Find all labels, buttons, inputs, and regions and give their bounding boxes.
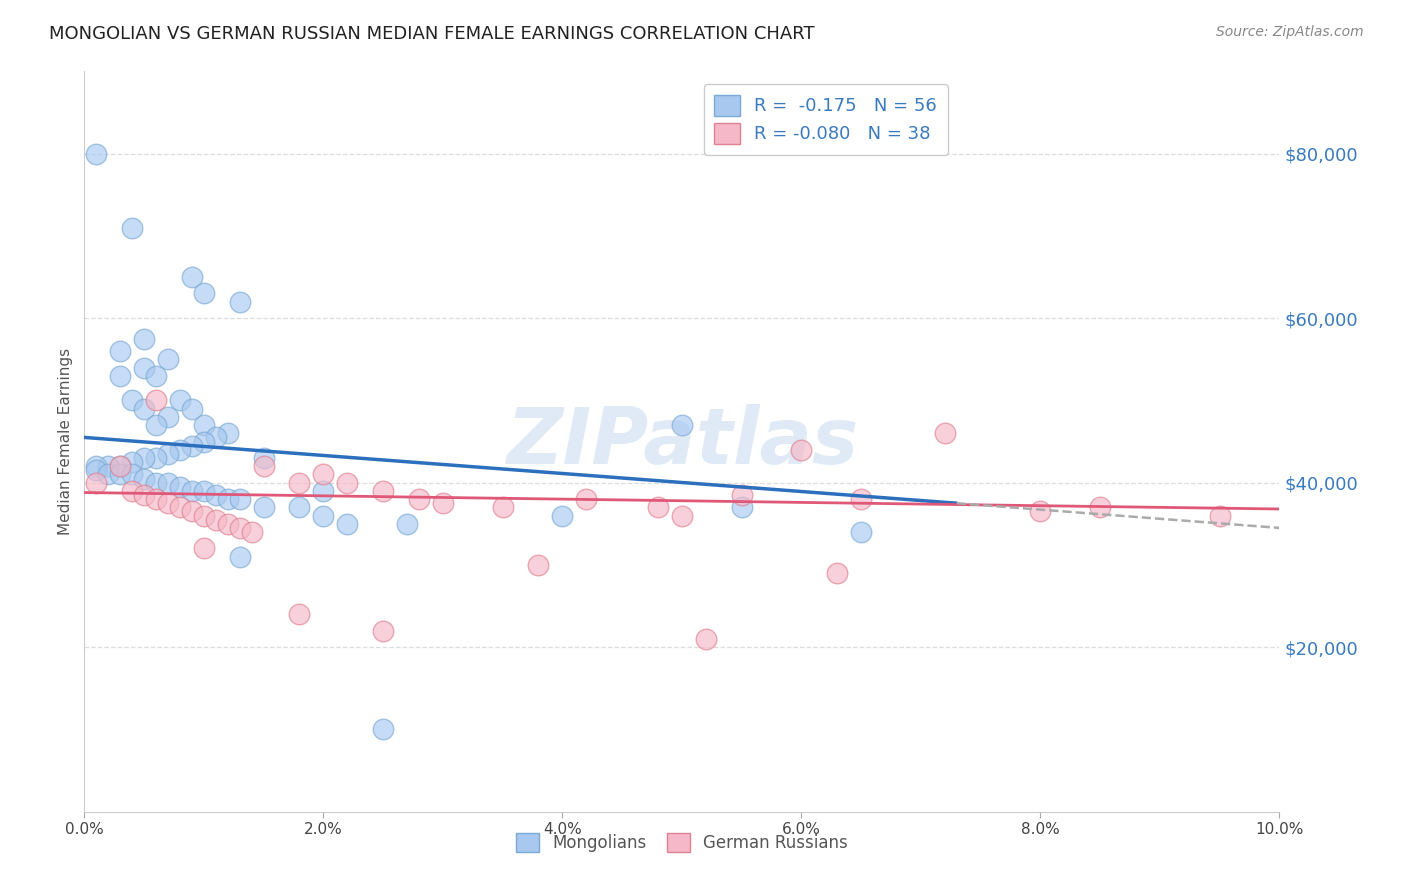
Point <box>110 344 132 359</box>
Point <box>157 475 180 490</box>
Point <box>145 492 167 507</box>
Point <box>205 430 228 444</box>
Point <box>217 426 239 441</box>
Point <box>157 409 180 424</box>
Point <box>312 508 335 523</box>
Point <box>110 467 132 482</box>
Point <box>121 455 143 469</box>
Point <box>193 483 215 498</box>
Point <box>110 459 132 474</box>
Point <box>492 500 515 515</box>
Point <box>181 483 204 498</box>
Point <box>169 442 191 457</box>
Point <box>695 632 717 646</box>
Point <box>827 566 849 581</box>
Point <box>312 483 335 498</box>
Point <box>575 492 598 507</box>
Point <box>121 483 143 498</box>
Point <box>86 146 108 161</box>
Point <box>373 483 395 498</box>
Point <box>288 475 311 490</box>
Point <box>228 521 252 535</box>
Point <box>217 516 239 531</box>
Point <box>1090 500 1112 515</box>
Point <box>132 471 156 485</box>
Legend: Mongolians, German Russians: Mongolians, German Russians <box>509 826 855 859</box>
Point <box>851 524 873 539</box>
Point <box>731 488 754 502</box>
Point <box>157 352 180 367</box>
Point <box>432 496 454 510</box>
Point <box>132 450 156 465</box>
Point <box>169 480 191 494</box>
Point <box>1029 504 1052 518</box>
Point <box>671 508 693 523</box>
Point <box>181 504 204 518</box>
Point <box>145 450 167 465</box>
Point <box>193 434 215 449</box>
Point <box>145 418 167 433</box>
Point <box>181 439 204 453</box>
Point <box>97 467 120 482</box>
Point <box>527 558 550 572</box>
Point <box>647 500 669 515</box>
Point <box>193 418 215 433</box>
Point <box>145 475 167 490</box>
Point <box>253 500 276 515</box>
Point <box>205 488 228 502</box>
Point <box>240 524 263 539</box>
Point <box>110 459 132 474</box>
Point <box>132 488 156 502</box>
Point <box>86 463 108 477</box>
Point <box>731 500 754 515</box>
Point <box>169 393 191 408</box>
Point <box>97 459 120 474</box>
Text: ZIPatlas: ZIPatlas <box>506 403 858 480</box>
Point <box>86 475 108 490</box>
Point <box>336 516 359 531</box>
Point <box>373 624 395 638</box>
Point <box>671 418 693 433</box>
Point <box>132 332 156 346</box>
Point <box>121 467 143 482</box>
Point <box>288 500 311 515</box>
Point <box>86 459 108 474</box>
Point <box>288 607 311 622</box>
Point <box>1209 508 1232 523</box>
Point <box>851 492 873 507</box>
Point <box>181 401 204 416</box>
Text: Source: ZipAtlas.com: Source: ZipAtlas.com <box>1216 25 1364 39</box>
Y-axis label: Median Female Earnings: Median Female Earnings <box>58 348 73 535</box>
Point <box>121 220 143 235</box>
Point <box>132 360 156 375</box>
Point <box>408 492 430 507</box>
Point <box>253 459 276 474</box>
Point <box>253 450 276 465</box>
Point <box>193 541 215 556</box>
Point <box>193 286 215 301</box>
Point <box>228 294 252 309</box>
Point <box>169 500 191 515</box>
Point <box>228 549 252 564</box>
Point <box>373 723 395 737</box>
Point <box>396 516 419 531</box>
Point <box>145 368 167 383</box>
Point <box>934 426 956 441</box>
Point <box>790 442 813 457</box>
Point <box>205 513 228 527</box>
Point <box>217 492 239 507</box>
Point <box>121 393 143 408</box>
Point <box>181 270 204 285</box>
Text: MONGOLIAN VS GERMAN RUSSIAN MEDIAN FEMALE EARNINGS CORRELATION CHART: MONGOLIAN VS GERMAN RUSSIAN MEDIAN FEMAL… <box>49 25 815 43</box>
Point <box>110 368 132 383</box>
Point <box>157 496 180 510</box>
Point <box>157 447 180 461</box>
Point <box>145 393 167 408</box>
Point <box>228 492 252 507</box>
Point <box>336 475 359 490</box>
Point <box>193 508 215 523</box>
Point <box>312 467 335 482</box>
Point <box>551 508 574 523</box>
Point <box>132 401 156 416</box>
